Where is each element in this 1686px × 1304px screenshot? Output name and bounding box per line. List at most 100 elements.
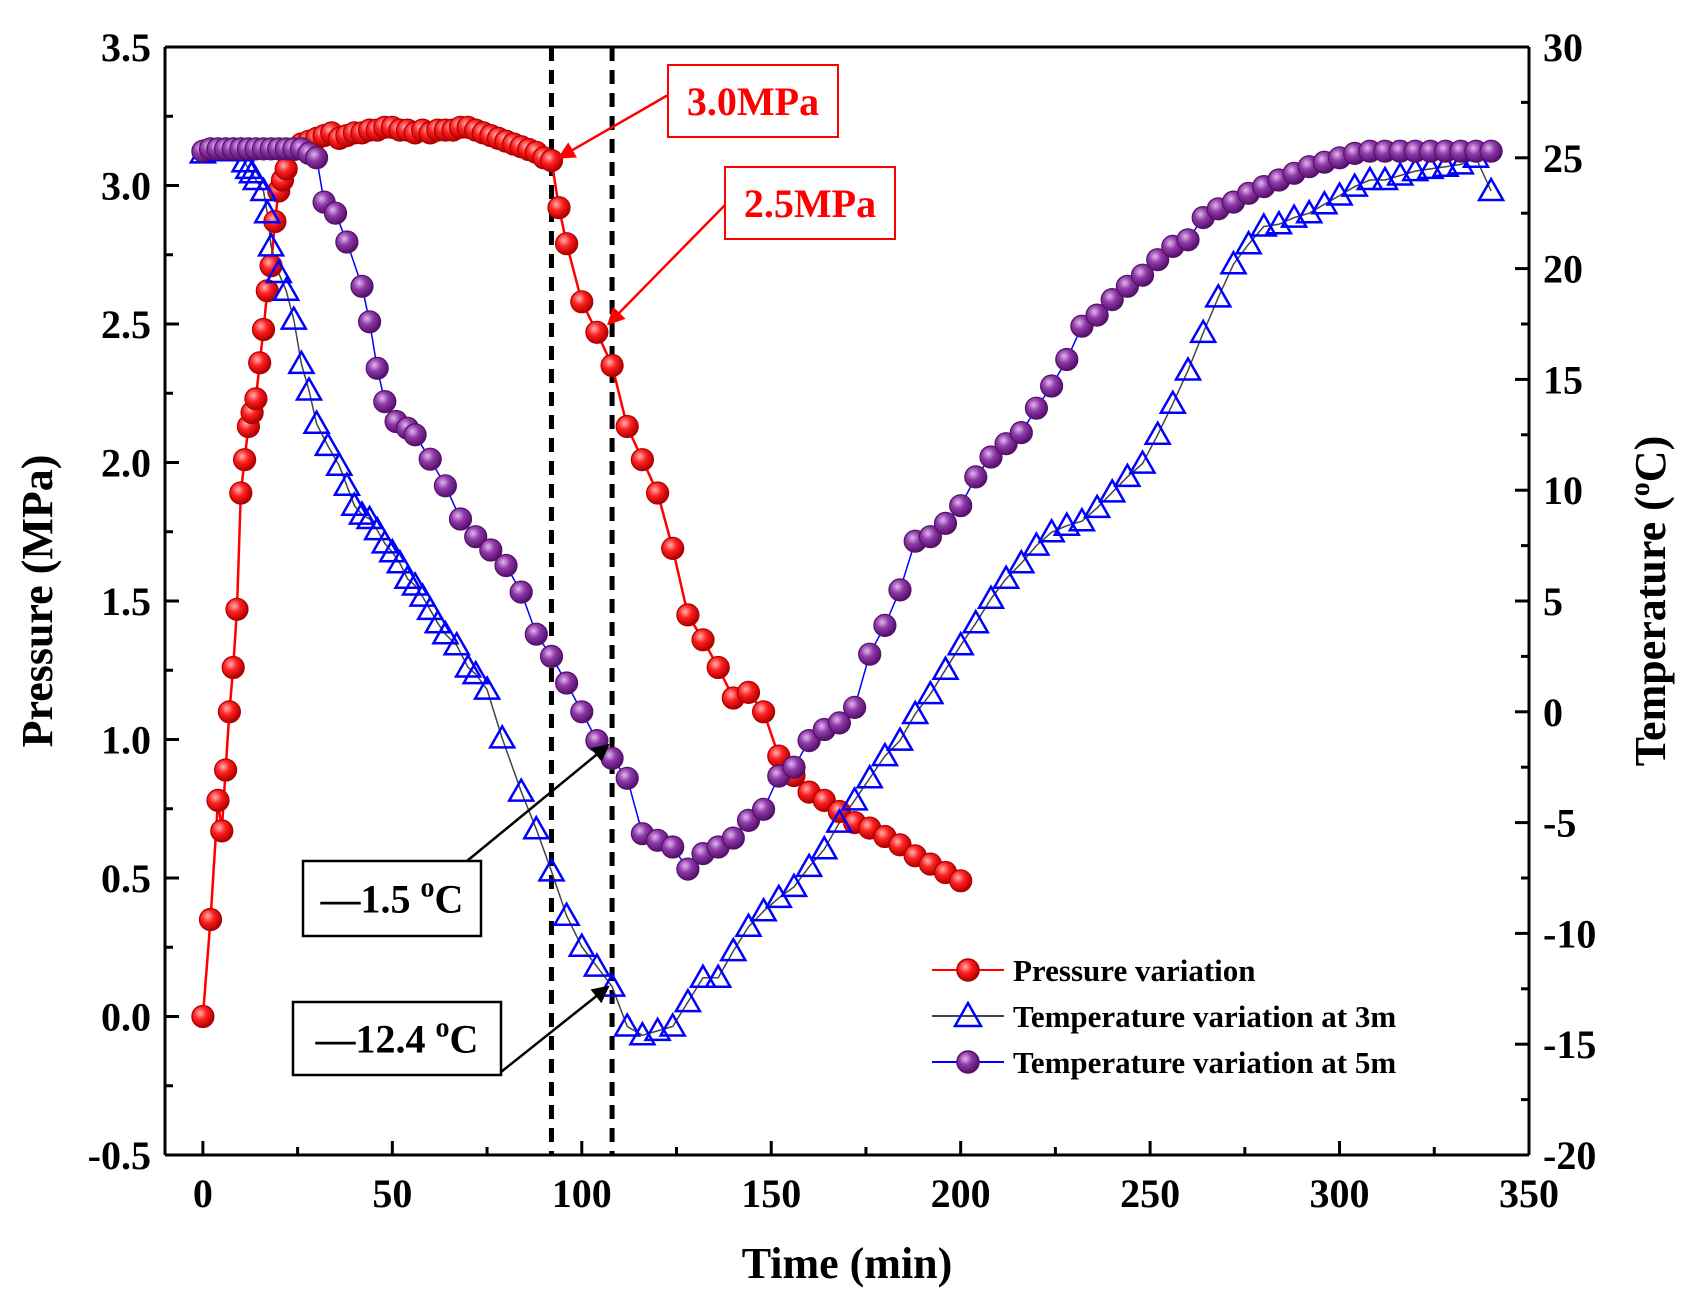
annotation-label: —1.5 oC — [320, 873, 464, 922]
data-point-temp3m — [256, 231, 286, 257]
data-point-temp3m — [719, 936, 748, 962]
data-point-temp3m — [1401, 156, 1430, 182]
data-point-pressure — [198, 907, 223, 932]
y2-tick-label: 30 — [1543, 25, 1583, 70]
data-point-temp5m — [1479, 139, 1503, 163]
data-point-temp3m — [567, 932, 596, 957]
data-point-temp5m — [600, 746, 624, 770]
data-point-temp3m — [279, 305, 308, 330]
x-tick-label: 150 — [741, 1171, 801, 1216]
data-point-temp3m — [1113, 462, 1142, 488]
data-point-pressure — [676, 603, 700, 627]
data-point-temp3m — [885, 726, 915, 751]
data-point-temp3m — [1204, 282, 1233, 308]
data-point-temp5m — [782, 755, 806, 779]
data-point-temp3m — [355, 504, 384, 530]
data-point-temp3m — [1007, 548, 1036, 574]
data-point-temp5m — [751, 797, 776, 821]
data-point-temp3m — [1249, 211, 1278, 237]
y2-tick-label: -15 — [1543, 1022, 1596, 1067]
annotation-label-degree: o — [436, 1013, 450, 1044]
data-point-temp5m — [570, 700, 594, 724]
data-point-temp3m — [870, 741, 900, 767]
data-point-temp5m — [509, 580, 533, 604]
data-point-temp3m — [1143, 420, 1172, 446]
data-point-temp3m — [704, 963, 733, 988]
annotation-box — [301, 859, 483, 938]
data-point-temp3m — [855, 763, 884, 789]
data-point-temp5m — [1146, 248, 1170, 272]
data-point-temp5m — [858, 642, 882, 666]
data-point-temp3m — [825, 808, 854, 833]
data-point-temp3m — [1022, 531, 1051, 556]
data-point-pressure — [661, 536, 685, 561]
data-point-temp3m — [287, 349, 316, 375]
data-point-temp5m — [373, 390, 397, 414]
data-point-temp3m — [385, 548, 415, 574]
y-tick-label: 0.0 — [101, 995, 151, 1040]
data-point-temp3m — [1098, 477, 1127, 503]
y2-tick-label: 10 — [1543, 468, 1583, 513]
data-point-pressure — [706, 655, 730, 680]
data-point-pressure — [600, 353, 624, 378]
y2-tick-label: 15 — [1543, 357, 1583, 402]
annotation-label-value: —1.5 — [320, 877, 421, 922]
data-point-temp3m — [272, 276, 301, 302]
data-point-temp3m — [347, 500, 377, 525]
annotation-arrow — [466, 743, 610, 862]
y-tick-label: 1.0 — [101, 718, 151, 763]
data-point-pressure — [630, 448, 655, 472]
data-point-temp3m — [1128, 449, 1157, 474]
data-point-temp3m — [488, 723, 517, 749]
axis-ticks: 0 50 100 150 200 250 300 350-0.50.00.51.01.52.0… — [88, 25, 1597, 1216]
data-point-temp5m — [661, 835, 685, 859]
y2-tick-label: -20 — [1543, 1133, 1596, 1178]
x-tick-label: 200 — [931, 1171, 991, 1216]
y-tick-label: 3.5 — [101, 25, 151, 70]
y2-axis-title-main: Temperature ( — [1626, 496, 1675, 766]
data-point-temp5m — [615, 766, 639, 790]
data-point-temp3m — [423, 608, 452, 634]
data-point-temp3m — [253, 198, 282, 224]
data-point-temp3m — [673, 987, 703, 1013]
data-point-temp3m — [1082, 493, 1112, 519]
data-point-temp3m — [1416, 154, 1445, 180]
legend-marker-pressure — [956, 958, 980, 982]
annotation-label-unit: C — [450, 1017, 479, 1062]
data-point-temp3m — [1325, 180, 1354, 206]
data-point-temp5m — [305, 146, 329, 170]
data-point-temp3m — [552, 901, 581, 926]
data-point-pressure — [274, 157, 298, 181]
data-point-pressure — [949, 869, 973, 893]
data-point-pressure — [221, 655, 245, 680]
data-point-temp5m — [888, 578, 912, 602]
data-point-pressure — [244, 387, 268, 411]
data-point-temp5m — [403, 423, 427, 447]
data-point-pressure — [217, 700, 241, 724]
data-point-pressure — [248, 351, 272, 375]
data-point-temp3m — [1355, 165, 1385, 191]
data-point-temp3m — [961, 608, 990, 634]
data-point-temp5m — [524, 622, 548, 646]
data-point-temp3m — [794, 852, 824, 878]
data-point-temp5m — [464, 525, 488, 549]
data-point-temp5m — [1085, 303, 1109, 327]
vertical-reference-lines — [548, 47, 615, 1155]
data-point-pressure — [210, 819, 234, 843]
x-axis-title: Time (min) — [742, 1239, 953, 1288]
data-point-temp3m — [507, 777, 536, 802]
data-point-pressure — [615, 414, 639, 439]
data-point-temp3m — [1189, 318, 1218, 344]
data-point-temp5m — [933, 511, 958, 536]
data-point-temp5m — [350, 274, 374, 298]
series-line-temp3m — [202, 150, 1492, 1037]
x-tick-label: 250 — [1120, 1171, 1180, 1216]
annotation-box — [667, 64, 839, 138]
data-point-temp5m — [827, 711, 852, 735]
data-point-temp5m — [949, 494, 973, 518]
data-point-temp3m — [400, 570, 430, 596]
x-tick-label: 100 — [552, 1171, 612, 1216]
annotation-box — [724, 166, 896, 240]
y-tick-label: 0.5 — [101, 856, 151, 901]
